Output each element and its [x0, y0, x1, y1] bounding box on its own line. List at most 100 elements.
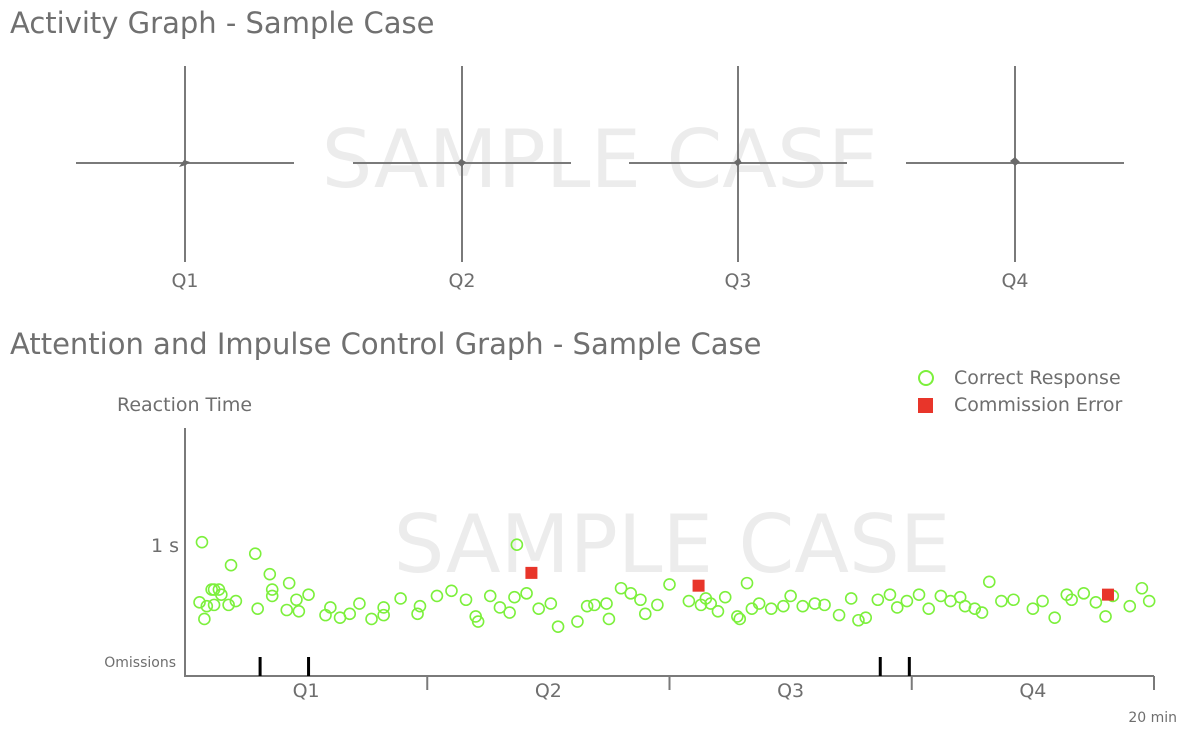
correct-response-point	[207, 598, 221, 612]
correct-response-point	[195, 535, 209, 549]
correct-response-point	[248, 547, 262, 560]
activity-q1-plot: Q1	[76, 66, 294, 292]
x-axis-quarter-ticks	[426, 676, 1155, 690]
activity-q3-plot: Q3	[629, 66, 847, 292]
correct-response-legend-marker	[918, 370, 934, 386]
correct-response-point	[859, 611, 873, 624]
x-tick-label-q1: Q1	[293, 680, 320, 702]
correct-response-point	[483, 589, 497, 603]
activity-q4-plot: Q4	[906, 66, 1124, 292]
correct-response-point	[934, 589, 948, 603]
correct-response-point	[229, 594, 243, 608]
correct-response-point	[808, 597, 822, 610]
correct-response-point	[280, 603, 294, 617]
correct-response-point	[510, 538, 524, 552]
correct-response-point	[1142, 594, 1156, 608]
activity-q3-trace	[734, 158, 742, 166]
correct-response-point	[1065, 593, 1078, 607]
correct-response-point	[290, 593, 303, 607]
correct-response-point	[215, 588, 228, 601]
correct-response-point	[900, 594, 914, 608]
correct-response-point	[508, 590, 521, 604]
correct-response-point	[752, 597, 766, 610]
correct-response-point	[614, 581, 628, 595]
correct-response-point	[663, 578, 676, 591]
correct-response-point	[365, 612, 378, 626]
attention-watermark: SAMPLE CASE	[394, 498, 951, 591]
correct-response-point	[711, 604, 725, 618]
correct-response-point	[324, 601, 337, 614]
correct-response-point	[968, 602, 982, 616]
correct-response-point	[520, 587, 533, 600]
correct-response-point	[430, 589, 444, 603]
correct-response-point	[634, 593, 647, 607]
commission-error-legend-marker	[918, 398, 933, 413]
correct-response-point	[718, 590, 732, 604]
correct-response-point	[704, 597, 717, 610]
correct-response-point	[1135, 581, 1149, 595]
attention-graph-title: Attention and Impulse Control Graph - Sa…	[10, 327, 762, 361]
correct-response-point	[883, 588, 897, 601]
correct-response-points	[193, 535, 1156, 633]
commission-error-point	[1101, 588, 1114, 601]
x-tick-label-q2: Q2	[535, 680, 562, 702]
correct-response-point	[193, 596, 206, 609]
correct-response-point	[777, 599, 790, 613]
activity-watermark: SAMPLE CASE	[322, 113, 879, 206]
correct-response-point	[571, 615, 584, 628]
correct-response-point	[1089, 596, 1103, 609]
correct-response-point	[377, 601, 390, 614]
correct-response-point	[818, 598, 831, 612]
correct-response-point	[600, 597, 613, 610]
correct-response-point	[975, 606, 989, 619]
correct-response-point	[1048, 611, 1061, 624]
correct-response-point	[302, 588, 315, 601]
commission-error-point	[525, 566, 538, 579]
correct-response-point	[764, 602, 778, 616]
commission-error-points	[525, 566, 1114, 601]
activity-q2-label: Q2	[448, 270, 475, 292]
correct-response-point	[784, 589, 797, 603]
correct-response-point	[222, 598, 235, 612]
activity-q2-plot: Q2	[353, 66, 571, 292]
activity-q2-trace	[457, 159, 466, 167]
correct-response-point	[292, 604, 306, 618]
correct-response-point	[682, 594, 696, 608]
correct-response-point	[200, 599, 214, 613]
correct-response-point	[844, 592, 858, 605]
correct-response-point	[922, 602, 936, 616]
correct-response-point	[995, 594, 1008, 608]
activity-graph-title: Activity Graph - Sample Case	[10, 6, 435, 40]
correct-response-point	[224, 558, 238, 572]
activity-q3-label: Q3	[724, 270, 751, 292]
correct-response-point	[871, 593, 885, 607]
x-axis-quarter-labels: Q1 Q2 Q3 Q4	[293, 680, 1047, 702]
correct-response-point	[890, 601, 904, 614]
omission-mark	[258, 657, 262, 676]
activity-q4-trace	[1010, 157, 1020, 166]
activity-q1-trace	[179, 160, 190, 167]
correct-response-legend-label: Correct Response	[954, 367, 1121, 389]
correct-response-point	[445, 584, 458, 598]
correct-response-point	[532, 602, 545, 616]
correct-response-point	[471, 615, 485, 628]
x-tick-label-q4: Q4	[1019, 680, 1046, 702]
correct-response-point	[394, 592, 407, 605]
correct-response-point	[551, 620, 565, 633]
x-tick-label-q3: Q3	[777, 680, 804, 702]
correct-response-point	[282, 576, 296, 590]
correct-response-point	[731, 610, 744, 623]
correct-response-point	[638, 607, 652, 621]
activity-q4-label: Q4	[1001, 270, 1028, 292]
correct-response-point	[1077, 587, 1091, 600]
correct-response-point	[1007, 593, 1020, 607]
correct-response-point	[1036, 594, 1049, 608]
correct-response-point	[982, 575, 996, 589]
omission-mark	[907, 657, 911, 676]
omission-marks	[258, 657, 911, 676]
correct-response-point	[265, 589, 279, 603]
commission-error-point	[692, 579, 705, 592]
correct-response-point	[796, 599, 810, 613]
omission-mark	[878, 657, 882, 676]
